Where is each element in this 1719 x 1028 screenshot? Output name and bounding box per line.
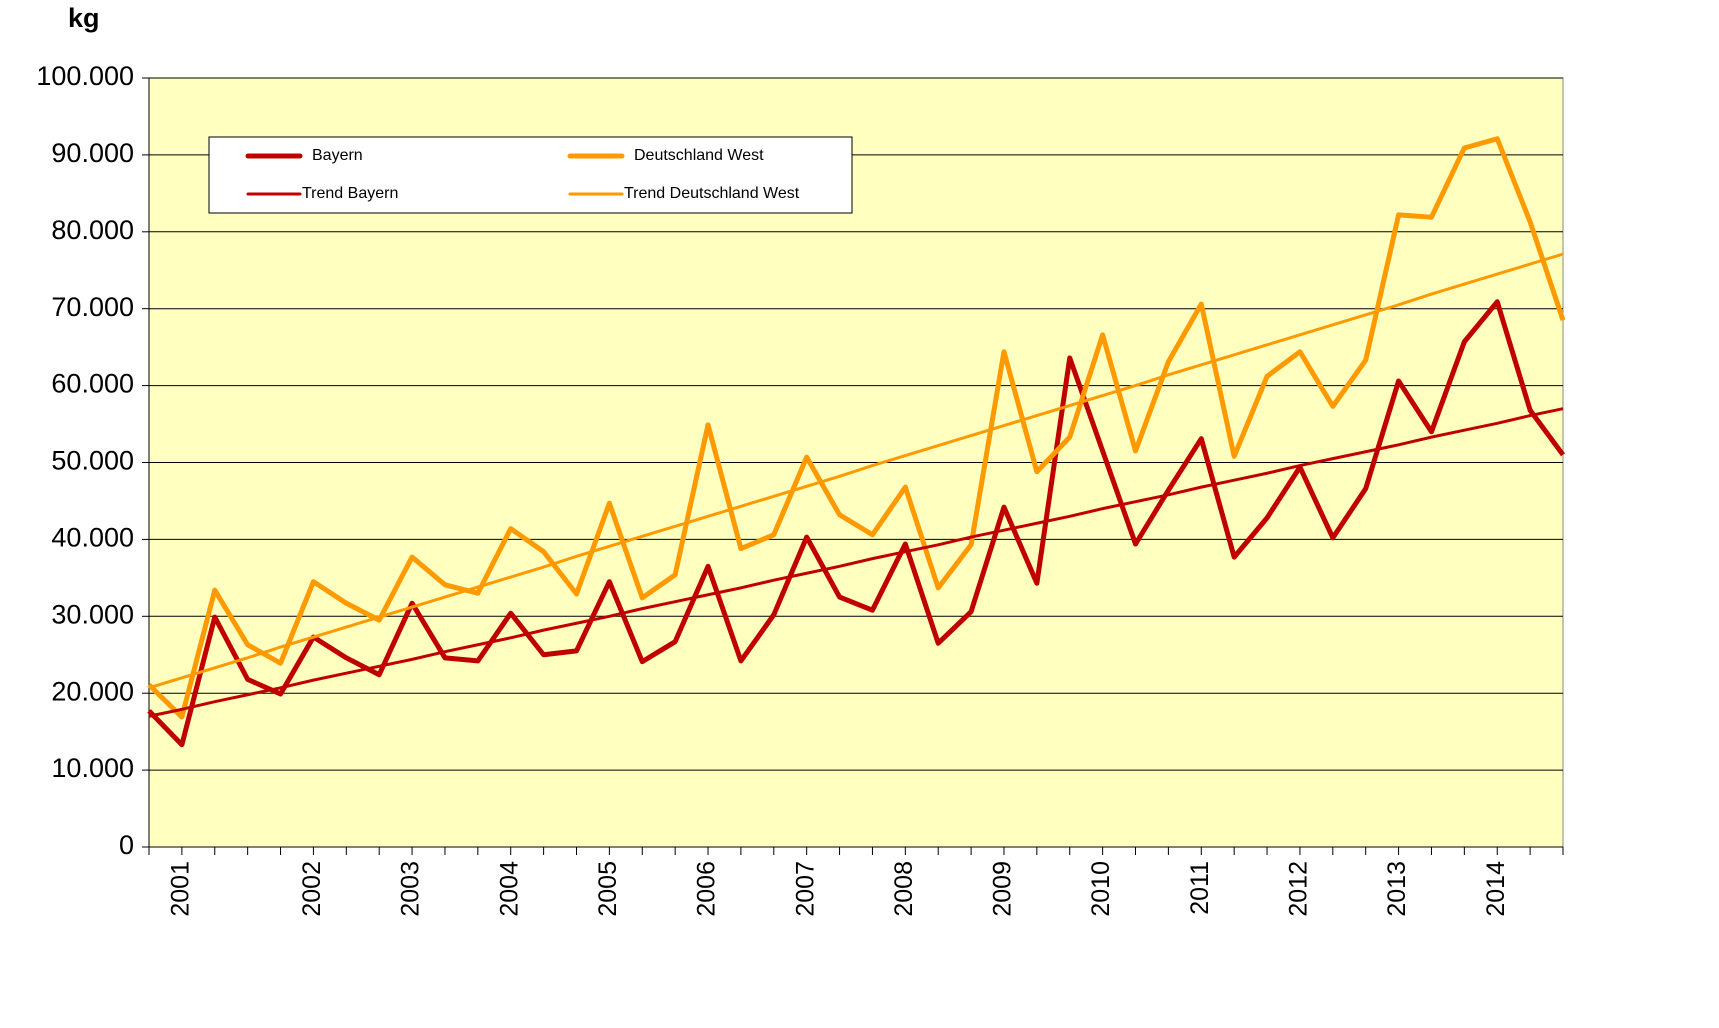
y-tick-label: 10.000	[51, 753, 134, 783]
y-axis-label: kg	[68, 3, 100, 33]
legend-label: Bayern	[312, 147, 363, 164]
x-tick-label: 2004	[495, 861, 523, 917]
x-tick-label: 2007	[791, 861, 819, 917]
x-tick-label: 2014	[1482, 861, 1510, 917]
x-tick-label: 2002	[298, 861, 326, 917]
x-tick-label: 2003	[397, 861, 425, 917]
x-tick-label: 2011	[1186, 861, 1214, 915]
y-tick-label: 60.000	[51, 369, 134, 399]
legend-label: Trend Deutschland West	[624, 185, 800, 202]
y-tick-label: 90.000	[51, 138, 134, 168]
x-tick-label: 2010	[1087, 861, 1115, 917]
x-tick-label: 2012	[1285, 861, 1313, 917]
y-tick-label: 40.000	[51, 523, 134, 553]
y-tick-label: 100.000	[36, 61, 134, 91]
legend-label: Deutschland West	[634, 147, 764, 164]
y-tick-label: 70.000	[51, 292, 134, 322]
series-line	[148, 252, 1564, 690]
series-line	[148, 407, 1564, 718]
y-tick-label: 30.000	[51, 599, 134, 629]
x-tick-label: 2008	[890, 861, 918, 917]
legend-box	[208, 136, 853, 214]
y-tick-label: 80.000	[51, 215, 134, 245]
x-tick-label: 2013	[1383, 861, 1411, 917]
x-tick-label: 2009	[989, 861, 1017, 917]
y-tick-label: 20.000	[51, 676, 134, 706]
x-tick-label: 2005	[594, 861, 622, 917]
series-line	[147, 299, 1566, 748]
legend-label: Trend Bayern	[302, 185, 398, 202]
x-tick-label: 2001	[166, 861, 194, 917]
series-line	[147, 136, 1566, 720]
y-tick-label: 0	[119, 830, 134, 860]
x-tick-label: 2006	[693, 861, 721, 917]
y-tick-label: 50.000	[51, 446, 134, 476]
